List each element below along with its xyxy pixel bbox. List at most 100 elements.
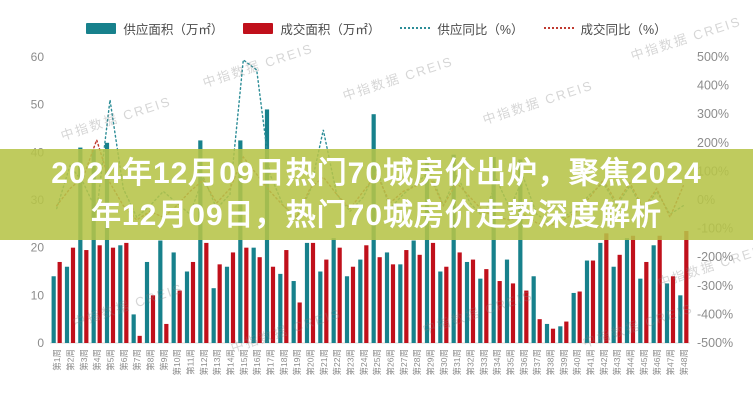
bar-supply-week-16 (251, 247, 256, 343)
right-axis-tick: 200% (697, 136, 729, 150)
x-axis-label: 第36周 (519, 349, 529, 375)
legend-item-supply-yoy[interactable]: 供应同比（%） (400, 19, 524, 38)
x-axis-label: 第27周 (399, 349, 409, 375)
bar-transaction-week-20 (310, 242, 316, 343)
bar-transaction-week-47 (670, 276, 676, 343)
x-axis-label: 第43周 (612, 349, 622, 375)
bar-supply-week-39 (558, 326, 563, 343)
bar-transaction-week-30 (444, 266, 449, 343)
bar-supply-week-36 (518, 159, 523, 343)
bar-transaction-week-29 (430, 242, 436, 343)
x-axis-label: 第2周 (66, 349, 76, 371)
bar-transaction-week-15 (244, 247, 249, 343)
x-axis-label: 第41周 (586, 349, 596, 375)
bar-transaction-week-46 (657, 235, 662, 343)
bar-transaction-week-21 (324, 259, 329, 343)
x-axis-label: 第33周 (479, 349, 489, 375)
bar-supply-week-14 (224, 266, 230, 343)
bar-transaction-week-26 (390, 264, 396, 343)
legend-item-supply-area[interactable]: 供应面积（万㎡） (86, 19, 223, 38)
bar-supply-week-3 (78, 147, 83, 343)
bar-transaction-week-14 (230, 252, 236, 343)
x-axis-label: 第47周 (666, 349, 676, 375)
bar-transaction-week-5 (110, 247, 116, 343)
bar-supply-week-18 (278, 273, 283, 343)
x-axis-label: 第1周 (52, 349, 62, 371)
bar-transaction-week-28 (417, 254, 422, 343)
bar-supply-week-6 (118, 245, 123, 343)
bar-transaction-week-38 (550, 328, 556, 343)
bar-transaction-week-42 (604, 233, 609, 343)
bar-supply-week-9 (158, 240, 163, 343)
bar-supply-week-7 (131, 314, 136, 343)
legend-label: 供应同比（%） (437, 22, 524, 37)
bar-supply-week-10 (171, 252, 176, 343)
bar-transaction-week-1 (57, 261, 62, 343)
x-axis-label: 第15周 (239, 349, 249, 375)
x-axis-label: 第13周 (212, 349, 222, 375)
bar-supply-week-12 (198, 140, 203, 343)
bar-transaction-week-24 (364, 245, 369, 343)
x-axis-label: 第48周 (679, 349, 689, 375)
bar-supply-week-23 (344, 276, 350, 343)
legend-item-transaction-yoy[interactable]: 成交同比（%） (543, 19, 667, 38)
bar-supply-week-38 (544, 323, 550, 343)
bar-supply-week-24 (358, 259, 363, 343)
headline-line-1: 2024年12月09日热门70城房价出炉，聚焦2024 (51, 156, 702, 190)
bar-transaction-week-33 (484, 269, 489, 343)
x-axis-label: 第34周 (492, 349, 502, 375)
right-axis-tick: -500% (697, 336, 733, 350)
bar-transaction-week-12 (204, 242, 209, 343)
transaction-yoy-dotted-line-icon (543, 27, 574, 29)
bar-transaction-week-43 (617, 254, 622, 343)
bar-supply-week-48 (678, 295, 683, 343)
bar-transaction-week-10 (177, 290, 182, 343)
bar-supply-week-11 (184, 271, 190, 343)
x-axis-label: 第4周 (92, 349, 102, 371)
bar-supply-week-22 (331, 238, 336, 343)
x-axis-label: 第30周 (439, 349, 449, 375)
left-axis-tick: 50 (31, 98, 45, 112)
left-axis-tick: 60 (31, 50, 45, 64)
x-axis-label: 第7周 (132, 349, 142, 371)
bar-supply-week-34 (491, 157, 496, 343)
supply-yoy-dotted-line-icon (400, 27, 431, 29)
bar-supply-week-30 (438, 271, 443, 343)
x-axis-label: 第5周 (106, 349, 116, 371)
bar-transaction-week-22 (337, 247, 342, 343)
bar-supply-week-2 (64, 266, 70, 343)
bar-transaction-week-27 (404, 250, 409, 343)
bar-supply-week-26 (384, 252, 390, 343)
bar-transaction-week-31 (457, 252, 462, 343)
x-axis-label: 第22周 (332, 349, 342, 375)
bar-transaction-week-18 (284, 250, 289, 343)
x-axis-label: 第8周 (146, 349, 156, 371)
bar-transaction-week-19 (297, 302, 302, 343)
bar-supply-week-13 (211, 288, 216, 343)
x-axis-label: 第38周 (546, 349, 556, 375)
bar-supply-week-1 (51, 276, 56, 343)
x-axis-label: 第42周 (599, 349, 609, 375)
bar-transaction-week-2 (70, 247, 76, 343)
x-axis-label: 第16周 (252, 349, 262, 375)
bar-transaction-week-9 (164, 323, 169, 343)
bar-supply-week-8 (144, 261, 150, 343)
bar-transaction-week-37 (537, 319, 542, 343)
bar-transaction-week-41 (590, 260, 596, 343)
right-axis-tick: 300% (697, 107, 729, 121)
bar-transaction-week-32 (470, 259, 476, 343)
bar-supply-week-28 (411, 240, 416, 343)
bar-supply-week-21 (318, 271, 323, 343)
bar-transaction-week-3 (84, 250, 89, 343)
bar-supply-week-35 (504, 259, 510, 343)
legend-item-transaction-area[interactable]: 成交面积（万㎡） (243, 19, 380, 38)
x-axis-label: 第24周 (359, 349, 369, 375)
x-axis-label: 第25周 (372, 349, 382, 375)
x-axis-label: 第26周 (386, 349, 396, 375)
bar-supply-week-33 (478, 278, 483, 343)
bar-transaction-week-44 (630, 235, 636, 343)
x-axis-label: 第39周 (559, 349, 569, 375)
right-axis-tick: -400% (697, 307, 733, 321)
legend-label: 成交同比（%） (580, 22, 667, 37)
